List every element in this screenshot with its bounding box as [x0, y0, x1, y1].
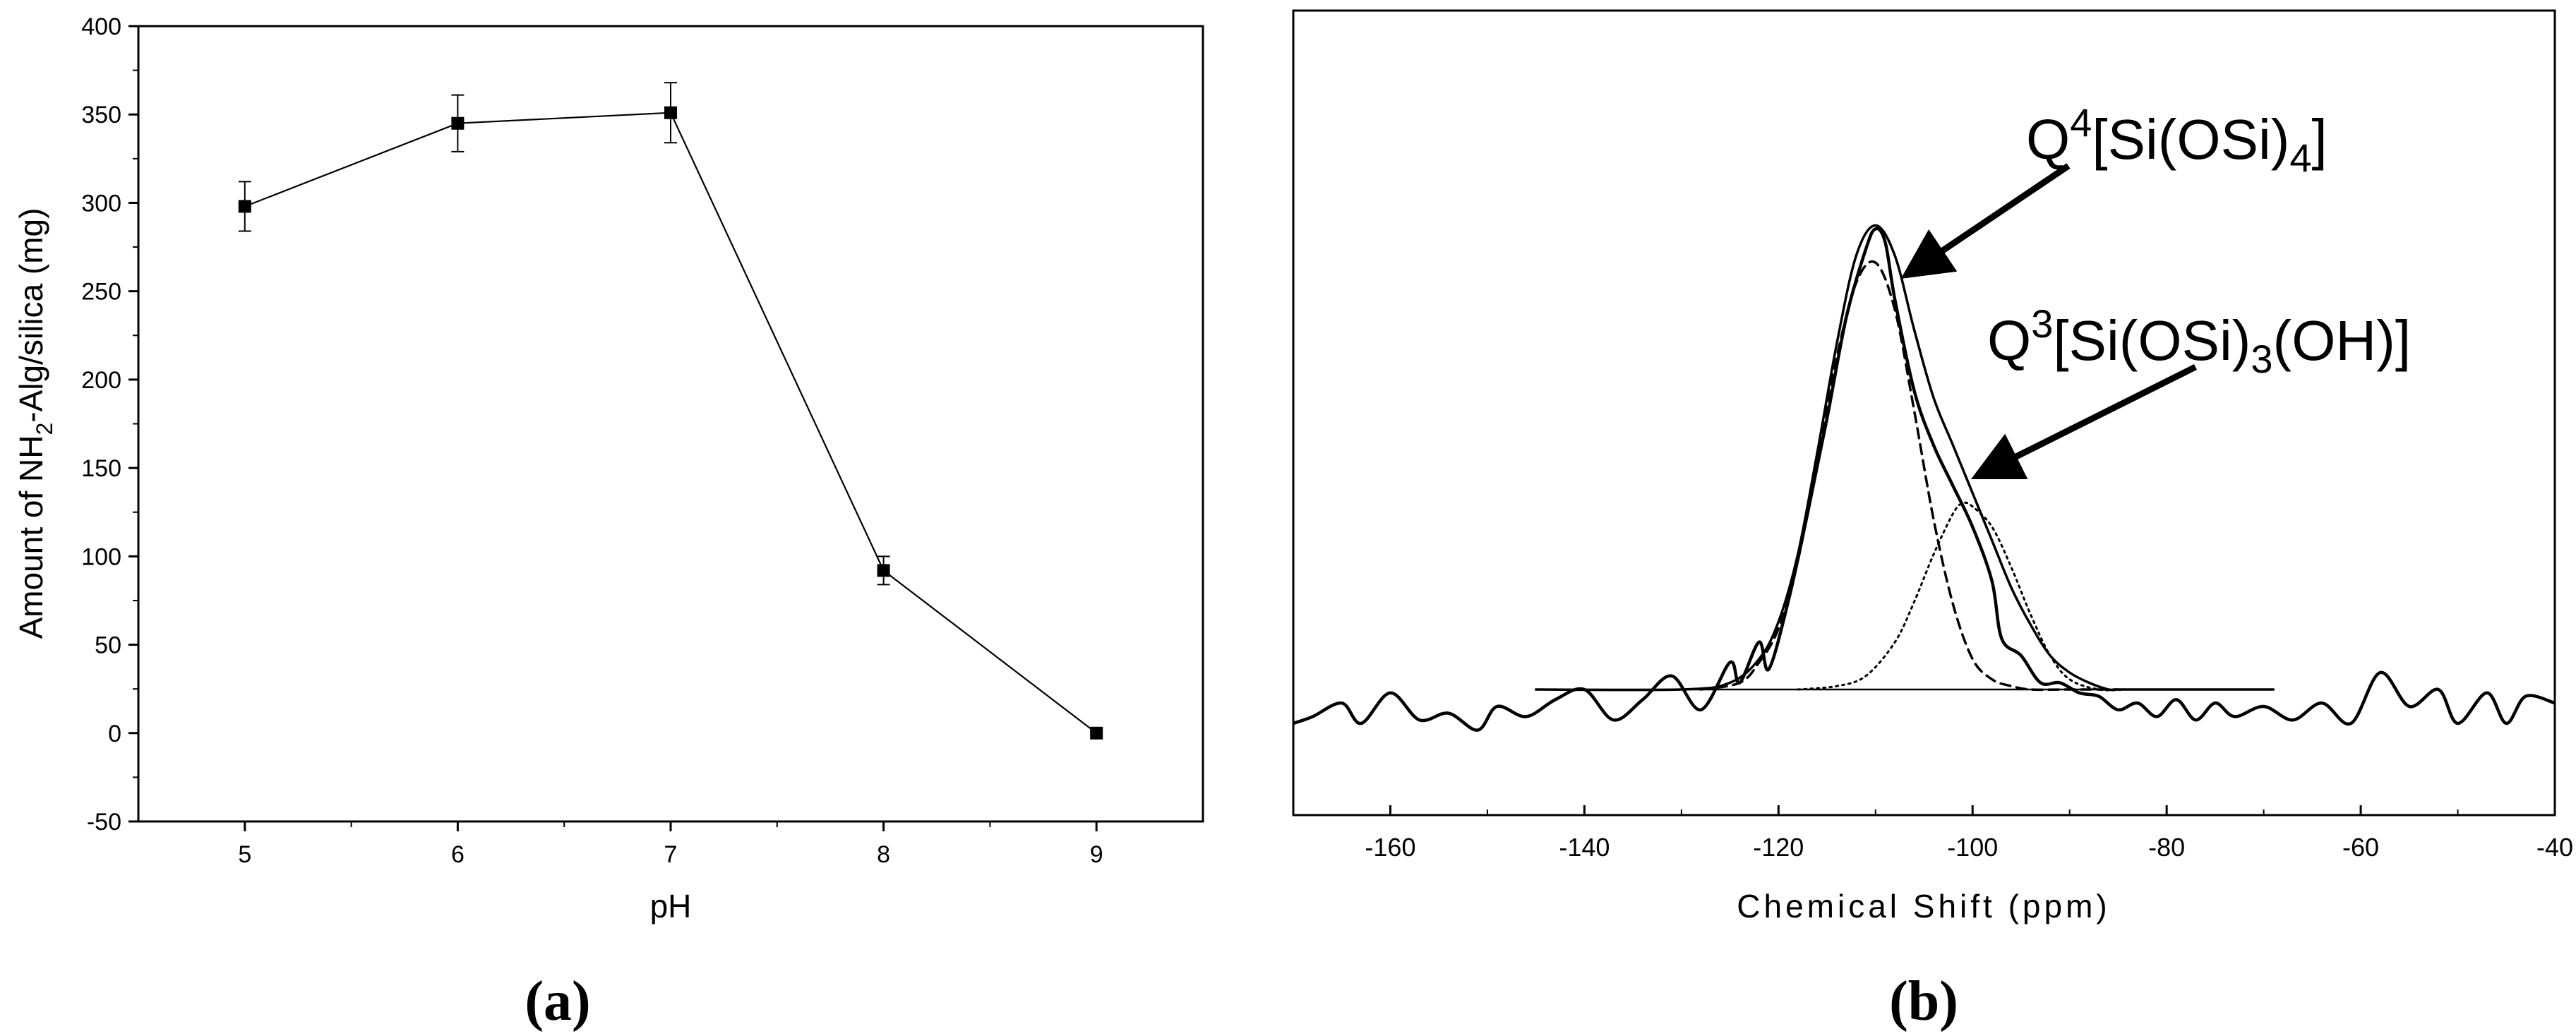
y-tick-label: 350: [81, 102, 121, 128]
data-point: [664, 106, 677, 119]
chart-a-y-ticks: -50 0 50 100 150 200 250 300 350 400: [81, 13, 138, 836]
chart-a-panel-label: (a): [525, 970, 590, 1032]
annotation-q3-label: Q3[Si(OSi)3(OH)]: [1987, 301, 2411, 381]
annotation-q4-arrow: [1900, 163, 2071, 279]
x-tick-label: -100: [1947, 833, 1998, 862]
chart-b: -160 -140 -120 -100 -80 -60 -40 Q4[Si(OSi)4] Q…: [1292, 9, 2573, 1032]
chart-b-series: [1293, 224, 2555, 732]
envelope-curve: [1534, 224, 2275, 692]
y-tick-label: 250: [81, 279, 121, 306]
data-point: [238, 200, 251, 213]
x-tick-label: -160: [1365, 833, 1415, 862]
q3-component-curve: [1797, 501, 2129, 692]
x-tick-label: 6: [451, 841, 465, 868]
chart-a-x-ticks: 5 6 7 8 9: [238, 821, 1103, 868]
y-tick-label: 50: [95, 632, 121, 659]
y-tick-label: 150: [81, 455, 121, 482]
chart-b-panel-label: (b): [1889, 970, 1958, 1032]
x-tick-label: 7: [664, 841, 678, 868]
series-line: [244, 112, 1097, 734]
data-point: [877, 564, 890, 577]
y-tick-label: 300: [81, 190, 121, 217]
y-tick-label: 100: [81, 543, 121, 570]
data-point: [1090, 726, 1103, 740]
chart-a-series: [244, 112, 1097, 734]
x-tick-label: -80: [2148, 833, 2185, 862]
data-point: [451, 116, 465, 130]
chart-a-markers: [238, 106, 1103, 740]
y-tick-label: -50: [87, 809, 121, 836]
chart-a: -50 0 50 100 150 200 250 300 350 400 5 6 7 8 9 pH Amo…: [13, 13, 1204, 1032]
chart-a-x-axis-label: pH: [650, 888, 692, 924]
chart-b-x-axis-label: Chemical Shift (ppm): [1737, 888, 2110, 924]
x-tick-label: 8: [877, 841, 890, 868]
x-tick-label: -140: [1559, 833, 1610, 862]
chart-a-y-axis-label: Amount of NH2-Alg/silica (mg): [13, 208, 57, 639]
x-tick-label: -40: [2536, 833, 2573, 862]
chart-a-frame: [137, 25, 1204, 823]
y-tick-label: 200: [81, 367, 121, 394]
y-tick-label: 0: [108, 721, 121, 747]
q4-component-curve: [1699, 260, 2120, 692]
y-tick-label: 400: [81, 13, 121, 40]
annotation-q4-label: Q4[Si(OSi)4]: [2026, 100, 2328, 180]
chart-b-frame: [1292, 9, 2556, 817]
chart-b-x-ticks: -160 -140 -120 -100 -80 -60 -40: [1293, 805, 2573, 862]
spectrum-curve: [1293, 227, 2555, 732]
x-tick-label: 9: [1090, 841, 1103, 868]
x-tick-label: 5: [238, 841, 251, 868]
x-tick-label: -60: [2342, 833, 2379, 862]
x-tick-label: -120: [1753, 833, 1804, 862]
chart-a-error-bars: [238, 82, 890, 586]
annotation-q3-arrow: [1970, 363, 2198, 480]
